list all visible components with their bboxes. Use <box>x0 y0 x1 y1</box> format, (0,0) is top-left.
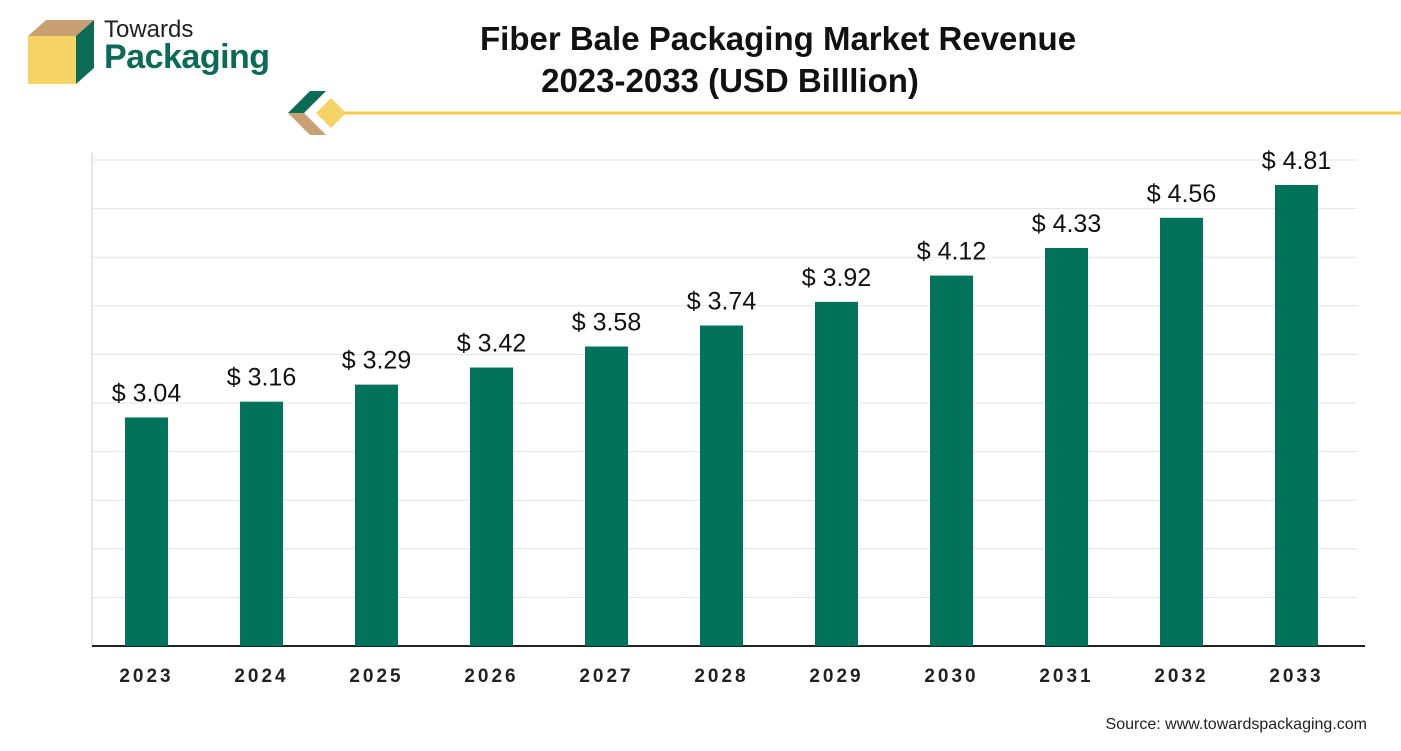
data-label-2033: $ 4.81 <box>1262 147 1332 175</box>
data-label-2029: $ 3.92 <box>802 264 872 292</box>
bar-2031 <box>1045 248 1088 646</box>
bar-2025 <box>355 384 398 646</box>
bar-2033 <box>1275 184 1318 646</box>
data-label-2031: $ 4.33 <box>1032 210 1102 238</box>
brand-name-line1: Towards <box>104 16 194 43</box>
data-label-2026: $ 3.42 <box>457 330 527 358</box>
bar-2024 <box>240 401 283 646</box>
bar-2029 <box>815 301 858 646</box>
data-label-2024: $ 3.16 <box>227 364 297 392</box>
x-tick-label-2024: 2024 <box>234 666 288 687</box>
data-label-2032: $ 4.56 <box>1147 180 1217 208</box>
x-tick-label-2031: 2031 <box>1039 666 1093 687</box>
box-logo-icon <box>28 20 94 84</box>
x-tick-label-2030: 2030 <box>924 666 978 687</box>
data-label-2028: $ 3.74 <box>687 288 757 316</box>
x-tick-label-2025: 2025 <box>349 666 403 687</box>
chart-title-line2: 2023-2033 (USD Billlion) <box>541 62 919 99</box>
x-tick-label-2027: 2027 <box>579 666 633 687</box>
x-tick-label-2023: 2023 <box>119 666 173 687</box>
x-tick-label-2032: 2032 <box>1154 666 1208 687</box>
data-label-2025: $ 3.29 <box>342 347 412 375</box>
chart-title: Fiber Bale Packaging Market Revenue 2023… <box>480 18 1077 102</box>
data-label-2027: $ 3.58 <box>572 309 642 337</box>
bar-2032 <box>1160 217 1203 646</box>
divider-diamond-gold <box>316 98 346 128</box>
bar-2028 <box>700 325 743 646</box>
bar-2027 <box>585 346 628 646</box>
bar-2030 <box>930 275 973 646</box>
divider-diamond-tan <box>288 113 326 135</box>
brand-logo: Towards Packaging <box>26 16 286 88</box>
bar-2026 <box>470 367 513 646</box>
bar-2023 <box>125 417 168 646</box>
data-label-2030: $ 4.12 <box>917 238 987 266</box>
source-note: Source: www.towardspackaging.com <box>1105 716 1367 733</box>
data-label-2023: $ 3.04 <box>112 379 182 407</box>
x-tick-label-2026: 2026 <box>464 666 518 687</box>
chart-title-line1: Fiber Bale Packaging Market Revenue <box>480 20 1077 57</box>
x-tick-label-2029: 2029 <box>809 666 863 687</box>
x-tick-label-2033: 2033 <box>1269 666 1323 687</box>
divider-diamond-green <box>288 91 326 113</box>
brand-name-line2: Packaging <box>104 38 270 76</box>
x-tick-label-2028: 2028 <box>694 666 748 687</box>
